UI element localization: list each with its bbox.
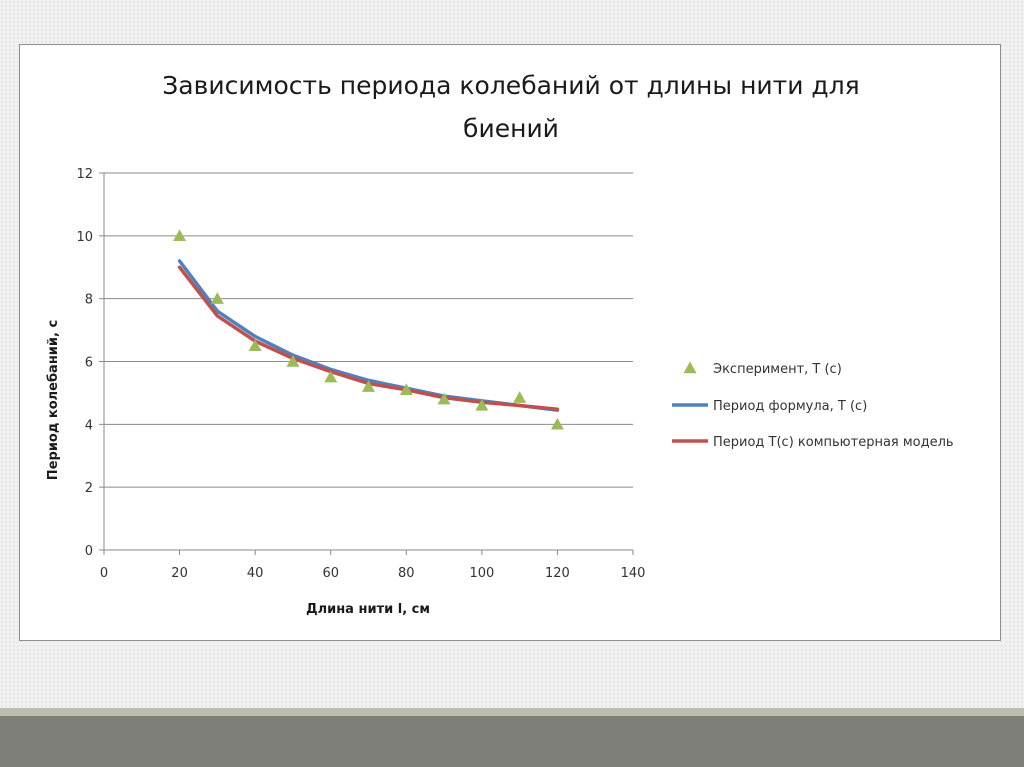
x-tick-label: 120 <box>545 566 570 581</box>
data-point-triangle <box>173 229 187 242</box>
x-tick-label: 40 <box>247 566 264 581</box>
legend-marker-triangle <box>683 361 697 374</box>
data-point-triangle <box>210 292 224 304</box>
footer-band-dark <box>0 716 1024 767</box>
legend: Эксперимент, T (с) Период формула, T (с) П… <box>672 361 954 450</box>
data-point-triangle <box>475 398 489 411</box>
footer-band-light <box>0 708 1024 716</box>
x-tick-label: 100 <box>469 566 494 581</box>
y-tick-label: 10 <box>76 230 93 245</box>
x-tick-label: 0 <box>100 566 108 581</box>
x-tick-label: 20 <box>171 566 188 581</box>
x-axis-title: Длина нити l, см <box>306 602 430 617</box>
legend-label: Период формула, T (с) <box>713 399 867 414</box>
x-tick-label: 80 <box>398 566 415 581</box>
series-layer <box>173 229 564 430</box>
data-point-triangle <box>399 383 413 395</box>
legend-label: Эксперимент, T (с) <box>713 362 842 377</box>
legend-label: Период T(с) компьютерная модель <box>713 435 954 450</box>
data-point-triangle <box>550 417 564 430</box>
chart-frame: Зависимость периода колебаний от длины н… <box>19 44 1001 641</box>
grid-layer <box>104 172 633 488</box>
y-axis-title: Период колебаний, с <box>46 320 61 480</box>
chart-title-line-1: Зависимость периода колебаний от длины н… <box>162 71 859 100</box>
y-tick-label: 8 <box>85 293 93 308</box>
data-point-triangle <box>437 392 451 405</box>
y-tick-label: 0 <box>85 544 93 559</box>
data-point-triangle <box>248 339 262 351</box>
x-tick-label: 140 <box>621 566 646 581</box>
chart-svg: Зависимость периода колебаний от длины н… <box>46 71 954 617</box>
y-tick-label: 12 <box>76 167 93 182</box>
y-tick-label: 6 <box>85 356 93 371</box>
chart-title-line-2: биений <box>463 114 559 143</box>
y-tick-label: 4 <box>85 418 93 433</box>
y-tick-label: 2 <box>85 481 93 496</box>
x-tick-label: 60 <box>322 566 339 581</box>
data-point-triangle <box>286 355 300 367</box>
data-point-triangle <box>513 391 527 403</box>
data-point-triangle <box>324 370 338 383</box>
data-point-triangle <box>362 380 375 392</box>
